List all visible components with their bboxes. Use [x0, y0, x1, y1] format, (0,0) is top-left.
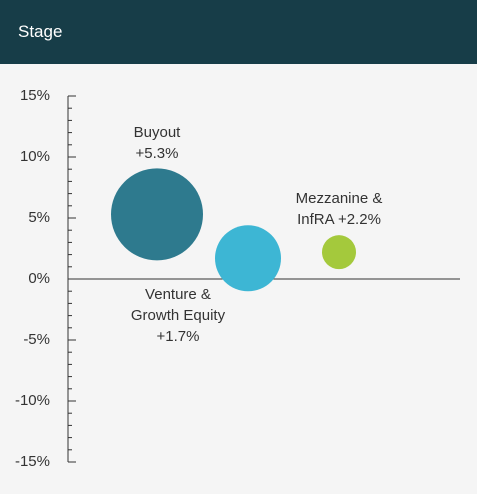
bubble-value-label: +1.7%: [156, 328, 200, 345]
bubble-label: Buyout +5.3%: [117, 122, 197, 164]
y-tick-label: -15%: [15, 453, 50, 470]
bubble-label: Mezzanine & InfRA +2.2%: [277, 188, 401, 230]
bubble-name: Mezzanine & InfRA: [295, 190, 383, 228]
y-tick-label: 5%: [28, 209, 50, 226]
bubble: [322, 235, 356, 270]
y-tick-label: -5%: [23, 331, 50, 348]
y-tick-label: -10%: [15, 392, 50, 409]
y-tick-label: 0%: [28, 270, 50, 287]
bubble: [111, 168, 203, 261]
bubble-value-label: +5.3%: [135, 145, 179, 162]
y-tick-label: 15%: [20, 87, 50, 104]
header: Stage: [0, 0, 477, 64]
bubble-name: Venture & Growth Equity: [130, 286, 226, 324]
bubble: [215, 225, 281, 292]
bubble-label: Venture & Growth Equity +1.7%: [103, 284, 253, 347]
y-tick-label: 10%: [20, 148, 50, 165]
bubble-name: Buyout: [133, 124, 181, 141]
header-title: Stage: [18, 22, 63, 41]
bubble-value-label: +2.2%: [337, 211, 381, 228]
